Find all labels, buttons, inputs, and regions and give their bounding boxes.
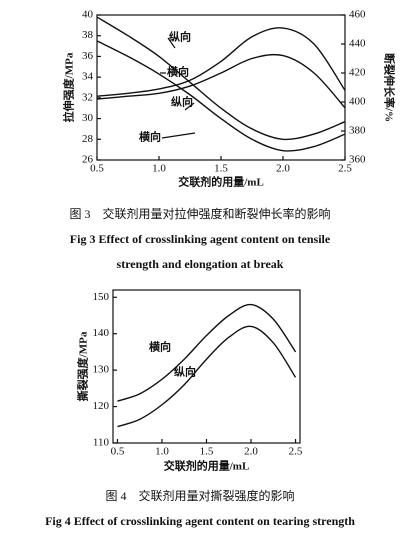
y-tick-label: 150: [93, 291, 110, 303]
x-tick-label: 1.0: [152, 163, 166, 175]
x-tick-label: 2.0: [276, 163, 290, 175]
y2-tick-label: 380: [349, 125, 366, 137]
data-line: [117, 325, 297, 428]
y-tick-label: 140: [93, 327, 110, 339]
plot-frame: [96, 14, 346, 161]
label-arrow: [184, 102, 195, 111]
x-tick-label: 0.5: [90, 163, 104, 175]
y-tick-label: 40: [82, 9, 94, 21]
y2-tick-label: 460: [349, 9, 366, 21]
y-tick-label: 26: [82, 154, 94, 166]
data-line: [96, 53, 346, 109]
plot-frame: [112, 289, 301, 444]
figure-caption-en: Fig 3 Effect of crosslinking agent conte…: [70, 232, 331, 246]
y-tick-label: 30: [82, 112, 94, 124]
y2-tick-label: 400: [349, 96, 366, 108]
y-axis-label: 撕裂强度/MPa: [76, 331, 90, 401]
y-tick-label: 110: [93, 437, 110, 449]
y2-tick-label: 360: [349, 154, 366, 166]
series-label: 纵向: [169, 30, 191, 44]
series-label: 横向: [149, 340, 171, 354]
label-arrow: [167, 37, 176, 49]
y-tick-label: 38: [82, 29, 94, 41]
x-tick-label: 2.5: [338, 163, 352, 175]
data-line: [96, 27, 346, 97]
data-line: [96, 40, 346, 152]
series-label: 纵向: [171, 95, 193, 109]
series-label: 横向: [167, 65, 189, 79]
figure-caption-en: Fig 4 Effect of crosslinking agent conte…: [45, 514, 355, 528]
y2-tick-label: 440: [349, 38, 366, 50]
data-line: [96, 16, 346, 141]
y-tick-label: 130: [93, 364, 110, 376]
label-arrow: [161, 132, 196, 139]
series-label: 横向: [139, 130, 161, 144]
x-axis-label: 交联剂的用量/mL: [178, 175, 264, 189]
y-tick-label: 32: [82, 91, 93, 103]
x-tick-label: 1.5: [214, 163, 228, 175]
x-tick-label: 0.5: [111, 446, 125, 458]
y-axis-label: 拉伸强度/MPa: [62, 52, 76, 122]
figure-caption: 图 4 交联剂用量对撕裂强度的影响: [105, 488, 294, 503]
series-label: 纵向: [174, 365, 196, 379]
y-tick-label: 36: [82, 50, 94, 62]
x-tick-label: 1.0: [155, 446, 169, 458]
y2-tick-label: 420: [349, 67, 366, 79]
x-tick-label: 1.5: [200, 446, 214, 458]
figure-caption: 图 3 交联剂用量对拉伸强度和断裂伸长率的影响: [69, 206, 330, 221]
x-tick-label: 2.0: [244, 446, 258, 458]
data-line: [117, 303, 297, 402]
y2-axis-label: 断裂伸长率/%: [382, 53, 396, 122]
y-tick-label: 120: [93, 400, 110, 412]
y-tick-label: 34: [82, 71, 94, 83]
y-tick-label: 28: [82, 133, 94, 145]
x-tick-label: 2.5: [289, 446, 303, 458]
figure-caption-en: strength and elongation at break: [117, 257, 284, 271]
x-axis-label: 交联剂的用量/mL: [164, 459, 250, 473]
